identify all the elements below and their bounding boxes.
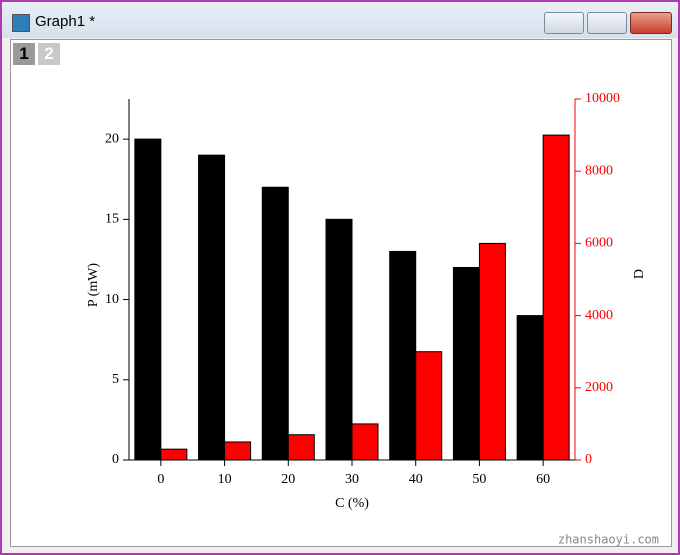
close-button[interactable] xyxy=(630,12,672,34)
y-tick-label: 20 xyxy=(105,131,119,146)
y-tick-label: 0 xyxy=(112,452,119,467)
x-tick-label: 10 xyxy=(218,472,232,487)
bar xyxy=(325,218,353,461)
bar xyxy=(287,434,315,461)
bar xyxy=(478,242,506,461)
y-axis-label: P (mW) xyxy=(86,263,101,308)
watermark: zhanshaoyi.com xyxy=(558,533,659,547)
bar xyxy=(198,154,226,461)
bar xyxy=(351,423,379,461)
layer-tab[interactable]: 1 xyxy=(13,43,35,65)
bar xyxy=(224,441,252,461)
y-tick-label: 15 xyxy=(105,212,119,227)
bar xyxy=(415,351,443,461)
layer-tab[interactable]: 2 xyxy=(38,43,60,65)
x-axis-label: C (%) xyxy=(335,496,369,511)
bar xyxy=(389,250,417,461)
y2-tick-label: 0 xyxy=(585,452,592,467)
y2-tick-label: 4000 xyxy=(585,308,613,323)
y2-tick-label: 8000 xyxy=(585,163,613,178)
title-bar: Graph1 * xyxy=(2,2,678,38)
x-tick-label: 0 xyxy=(157,472,164,487)
bar xyxy=(542,134,570,461)
y-tick-label: 10 xyxy=(105,292,119,307)
x-tick-label: 20 xyxy=(281,472,295,487)
minimize-button[interactable] xyxy=(544,12,584,34)
y2-tick-label: 6000 xyxy=(585,236,613,251)
maximize-button[interactable] xyxy=(587,12,627,34)
y2-axis-label: D xyxy=(632,269,647,279)
y2-tick-label: 2000 xyxy=(585,380,613,395)
bar xyxy=(452,266,480,461)
bar xyxy=(134,138,162,461)
x-tick-label: 60 xyxy=(536,472,550,487)
y2-tick-label: 10000 xyxy=(585,91,620,106)
window-icon xyxy=(12,14,30,32)
bar xyxy=(516,315,544,461)
x-tick-label: 40 xyxy=(409,472,423,487)
y-tick-label: 5 xyxy=(112,372,119,387)
x-tick-label: 30 xyxy=(345,472,359,487)
bar xyxy=(160,448,188,461)
x-tick-label: 50 xyxy=(472,472,486,487)
window-title: Graph1 * xyxy=(35,13,96,30)
bar xyxy=(261,186,289,461)
